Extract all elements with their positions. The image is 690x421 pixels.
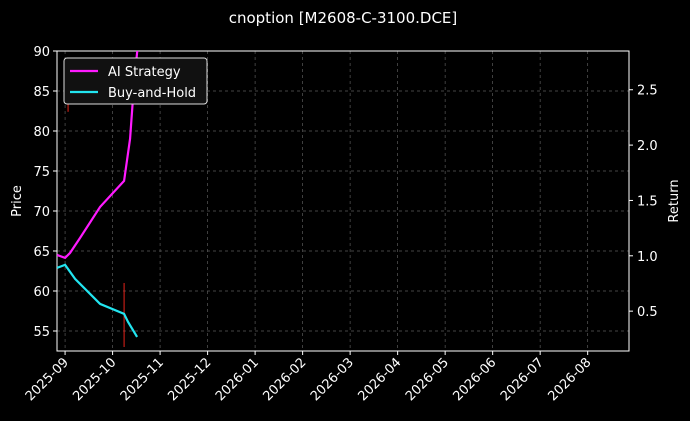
y-tick-label: 75 (33, 165, 50, 180)
y-tick-label: 70 (33, 205, 50, 220)
x-tick-label: 2026-02 (260, 355, 309, 404)
x-tick-label: 2025-09 (23, 355, 72, 404)
y2-axis-label: Return (667, 179, 682, 222)
x-tick-label: 2025-10 (70, 355, 119, 404)
x-tick-label: 2025-11 (118, 355, 167, 404)
chart-title: cnoption [M2608-C-3100.DCE] (229, 9, 458, 27)
y-tick-label: 65 (33, 245, 50, 260)
legend-label: AI Strategy (108, 65, 181, 80)
y-tick-label: 60 (33, 285, 50, 300)
x-tick-label: 2026-08 (545, 355, 594, 404)
y2-tick-label: 0.5 (637, 305, 658, 320)
series-line (57, 263, 139, 338)
y2-tick-label: 1.5 (637, 194, 658, 209)
x-tick-label: 2025-12 (165, 355, 214, 404)
y2-tick-label: 2.5 (637, 84, 658, 99)
y2-tick-label: 2.0 (637, 139, 658, 154)
legend-box (63, 57, 208, 105)
y-axis-label: Price (10, 185, 25, 217)
y-tick-label: 90 (33, 45, 50, 60)
y-tick-label: 80 (33, 125, 50, 140)
y2-tick-label: 1.0 (637, 250, 658, 265)
x-tick-label: 2026-04 (355, 355, 404, 404)
plot-frame (56, 50, 630, 352)
x-tick-label: 2026-06 (450, 355, 499, 404)
y-tick-label: 85 (33, 85, 50, 100)
x-tick-label: 2026-03 (308, 355, 357, 404)
x-tick-label: 2026-01 (213, 355, 262, 404)
y-tick-label: 55 (33, 325, 50, 340)
legend-label: Buy-and-Hold (108, 86, 196, 101)
x-tick-label: 2026-05 (403, 355, 452, 404)
x-tick-label: 2026-07 (498, 355, 547, 404)
